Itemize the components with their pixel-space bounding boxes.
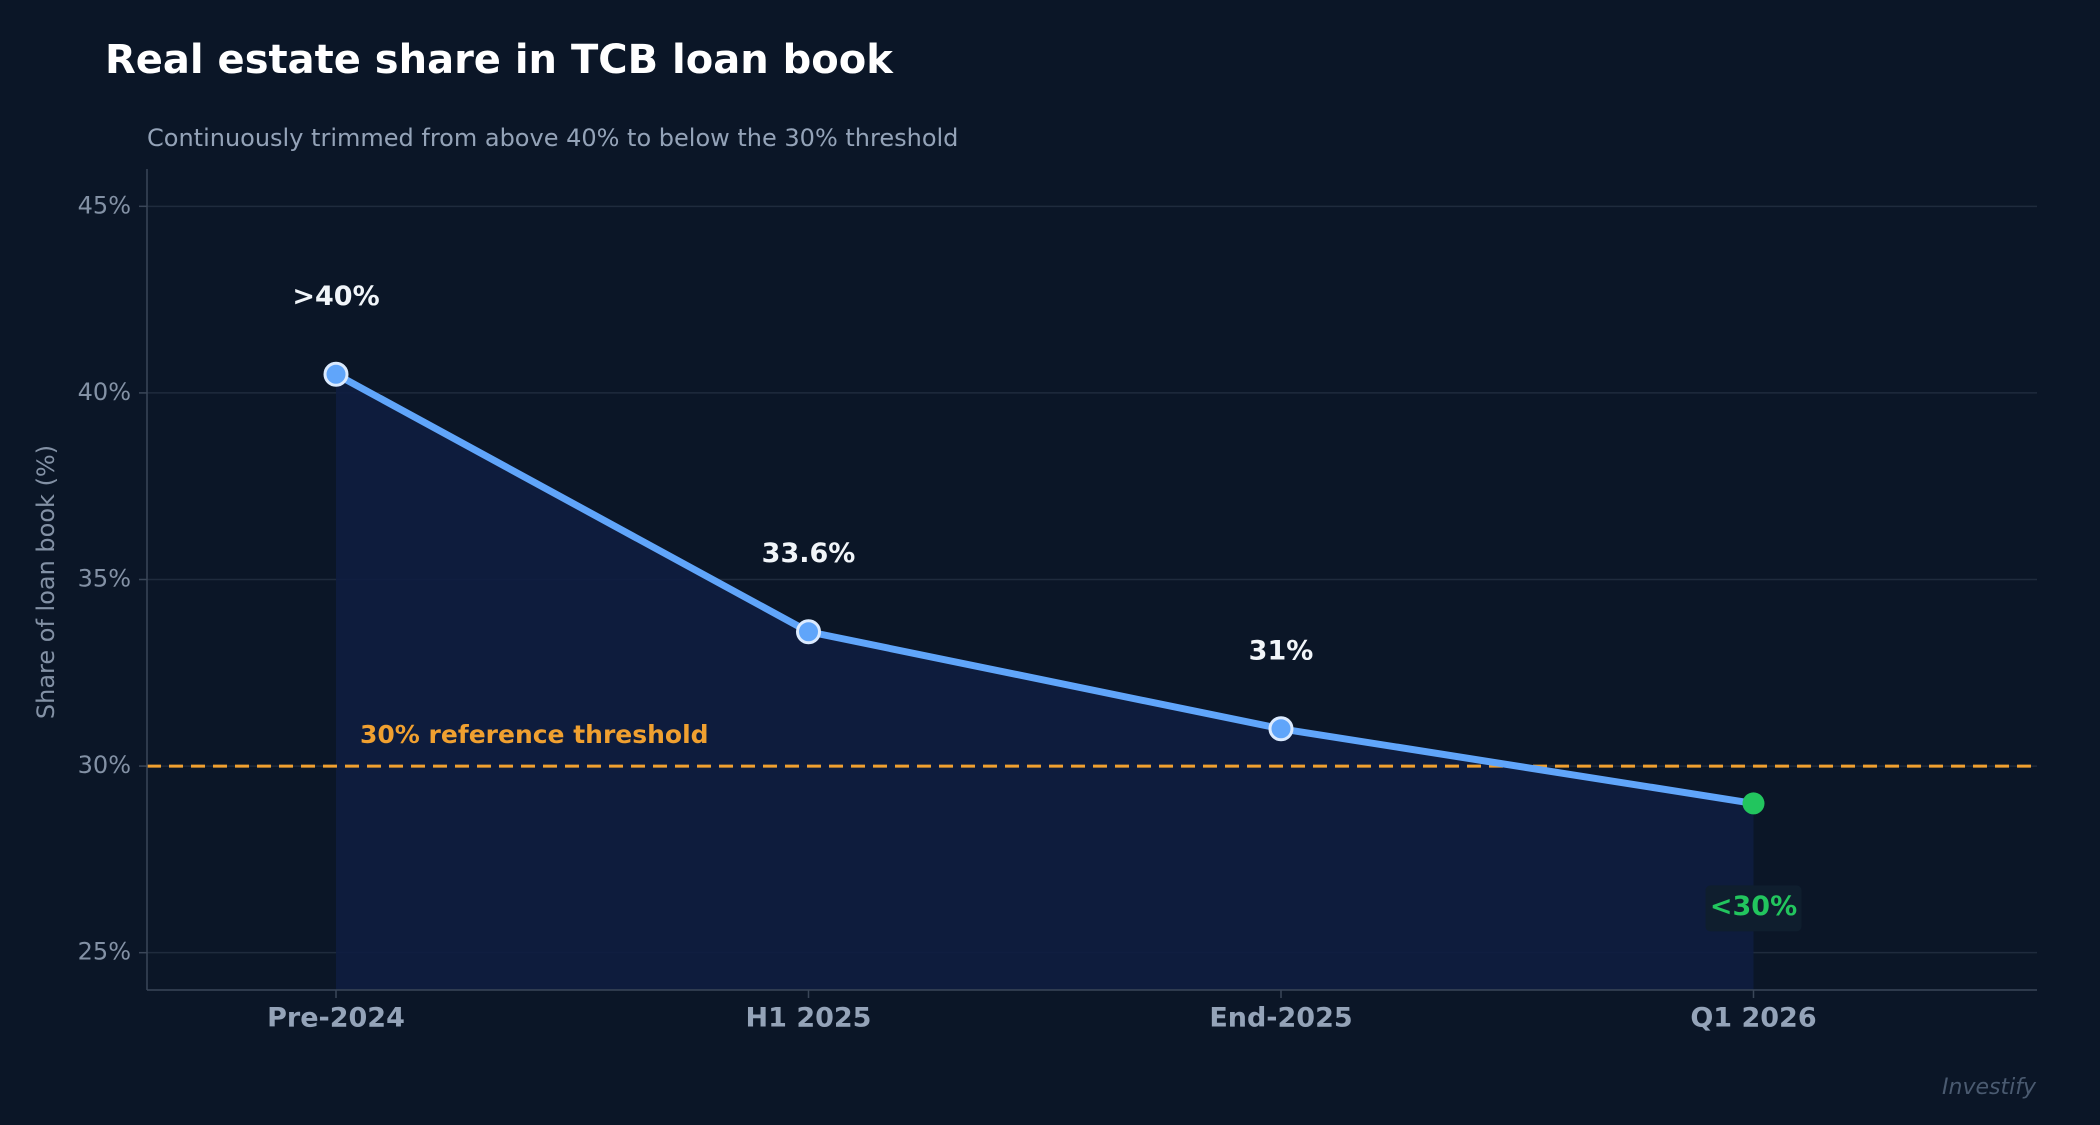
x-tick-label: Pre-2024 <box>267 1003 405 1034</box>
point <box>796 619 821 645</box>
value-label-box <box>1705 885 1802 932</box>
y-tick-label: 40% <box>78 378 131 406</box>
reference-label: 30% reference threshold <box>360 720 709 749</box>
chart-title: Real estate share in TCB loan book <box>105 37 894 83</box>
y-tick-label: 45% <box>78 191 131 219</box>
y-tick-label: 30% <box>78 751 131 779</box>
y-tick-label: 35% <box>78 565 131 593</box>
point <box>1742 792 1765 815</box>
value-label: >40% <box>292 281 379 312</box>
y-tick-label: 25% <box>78 938 131 966</box>
point <box>1268 716 1294 742</box>
value-label: <30% <box>1710 891 1797 922</box>
x-tick-label: Q1 2026 <box>1690 1003 1816 1034</box>
x-tick-label: End-2025 <box>1209 1003 1352 1034</box>
value-label: 33.6% <box>762 538 856 569</box>
watermark: Investify <box>1942 1075 2037 1100</box>
line <box>334 371 1755 807</box>
value-label: 31% <box>1249 635 1314 666</box>
point <box>323 361 349 387</box>
x-tick-label: H1 2025 <box>746 1003 872 1034</box>
y-axis-label: Share of loan book (%) <box>32 445 60 719</box>
chart-subtitle: Continuously trimmed from above 40% to b… <box>147 124 958 152</box>
